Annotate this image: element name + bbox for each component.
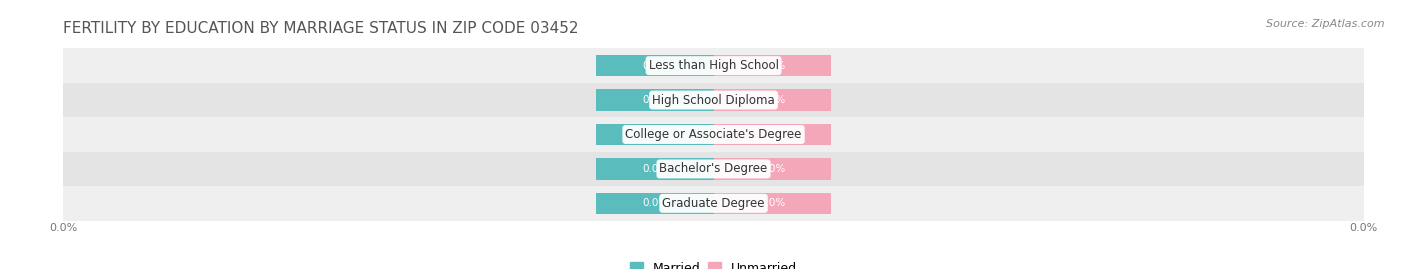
Text: 0.0%: 0.0% [643,61,668,71]
Text: FERTILITY BY EDUCATION BY MARRIAGE STATUS IN ZIP CODE 03452: FERTILITY BY EDUCATION BY MARRIAGE STATU… [63,21,579,36]
Text: Bachelor's Degree: Bachelor's Degree [659,162,768,175]
Bar [596,193,713,214]
Bar [63,186,1364,221]
Text: Source: ZipAtlas.com: Source: ZipAtlas.com [1267,19,1385,29]
Text: 0.0%: 0.0% [643,164,668,174]
Bar [713,193,831,214]
Bar [713,89,831,111]
Bar [713,158,831,180]
Text: 0.0%: 0.0% [759,61,785,71]
Bar [63,83,1364,117]
Text: 0.0%: 0.0% [759,129,785,140]
Text: 0.0%: 0.0% [759,95,785,105]
Text: College or Associate's Degree: College or Associate's Degree [626,128,801,141]
Bar [63,48,1364,83]
Text: 0.0%: 0.0% [643,198,668,208]
Bar [596,158,713,180]
Bar [63,152,1364,186]
Text: 0.0%: 0.0% [643,129,668,140]
Text: 0.0%: 0.0% [759,164,785,174]
Text: 0.0%: 0.0% [643,95,668,105]
Bar [713,55,831,76]
Bar [596,89,713,111]
Text: Less than High School: Less than High School [648,59,779,72]
Bar [713,124,831,145]
Text: 0.0%: 0.0% [759,198,785,208]
Legend: Married, Unmarried: Married, Unmarried [626,257,801,269]
Bar [63,117,1364,152]
Text: Graduate Degree: Graduate Degree [662,197,765,210]
Text: High School Diploma: High School Diploma [652,94,775,107]
Bar [596,55,713,76]
Bar [596,124,713,145]
